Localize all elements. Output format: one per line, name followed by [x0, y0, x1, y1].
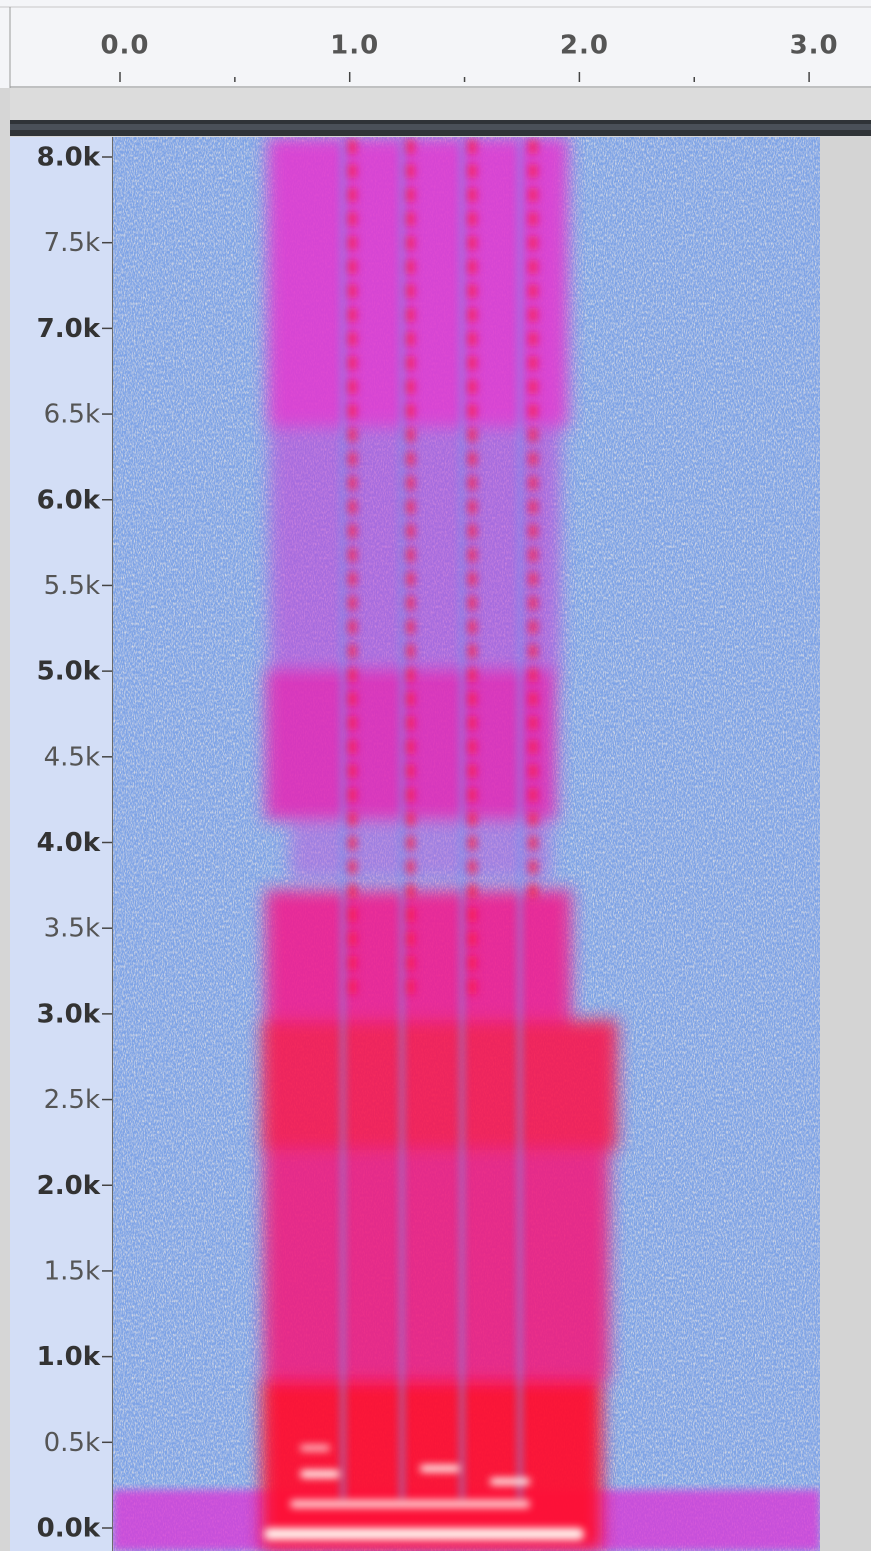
frequency-label: 5.5k	[44, 571, 100, 601]
frequency-label: 0.0k	[37, 1514, 101, 1544]
frequency-label: 5.0k	[37, 657, 101, 687]
ruler-ticks: 0.0 1.0 2.0 3.0	[100, 31, 839, 82]
time-label: 1.0	[330, 31, 379, 61]
ruler-strip	[10, 88, 871, 120]
frequency-label: 7.0k	[37, 314, 101, 344]
frequency-label: 1.5k	[44, 1256, 100, 1286]
time-label: 2.0	[560, 31, 609, 61]
frequency-label: 4.5k	[44, 742, 100, 772]
glottal-gaps	[341, 140, 522, 1500]
track-top-highlight	[10, 124, 871, 130]
time-label: 0.0	[100, 31, 149, 61]
frequency-label: 7.5k	[44, 228, 100, 258]
frequency-ticks: 8.0k 7.5k 7.0k 6.5k 6.0k 5.5k 5.0k 4.5k 4.0k 3.5k…	[37, 143, 112, 1544]
speech-energy	[262, 137, 617, 1550]
time-label: 3.0	[790, 31, 839, 61]
frequency-label: 4.0k	[37, 828, 101, 858]
vertical-striations	[347, 140, 538, 1000]
frequency-label: 6.0k	[37, 485, 101, 515]
frequency-label: 3.0k	[37, 999, 101, 1029]
frequency-label: 8.0k	[37, 143, 101, 173]
frequency-label: 3.5k	[44, 914, 100, 944]
frequency-label: 2.5k	[44, 1085, 100, 1115]
timeline-ruler[interactable]	[0, 0, 871, 88]
frequency-label: 1.0k	[37, 1342, 101, 1372]
frequency-ruler	[10, 137, 113, 1551]
frequency-label: 0.5k	[44, 1428, 100, 1458]
frequency-label: 6.5k	[44, 400, 100, 430]
spectrogram	[113, 137, 820, 1551]
frequency-label: 2.0k	[37, 1171, 101, 1201]
formant-peaks	[264, 1445, 584, 1540]
empty-track-area	[820, 137, 871, 1551]
